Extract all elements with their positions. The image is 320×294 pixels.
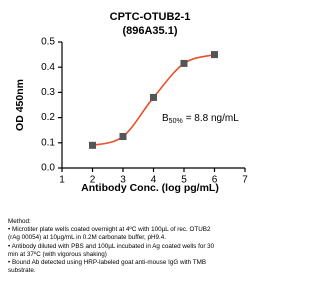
page: CPTC-OTUB2-1 (896A35.1) Antibody Conc. (… [8, 10, 249, 275]
x-axis-label: Antibody Conc. (log pg/mL) [81, 182, 219, 194]
y-tick-label: 0.5 [41, 37, 55, 48]
data-point [89, 141, 96, 149]
annotation-text: = 8.8 ng/mL [186, 113, 240, 124]
x-tick-label: 7 [242, 175, 248, 186]
data-point [211, 51, 218, 59]
data-point [150, 93, 157, 101]
method-line: • Bound Ab detected using HRP-labeled go… [8, 259, 207, 267]
method-line: • Microtiter plate wells coated overnigh… [8, 226, 211, 234]
chart: CPTC-OTUB2-1 (896A35.1) Antibody Conc. (… [14, 11, 248, 194]
method-line: (rAg 00054) at 10µg/mL in 0.2M carbonate… [8, 234, 166, 242]
x-tick-label: 2 [90, 175, 96, 186]
y-tick-label: 0.0 [41, 163, 55, 174]
y-tick-label: 0.1 [41, 137, 55, 148]
annotation: B50% = 8.8 ng/mL [162, 113, 239, 125]
y-tick-label: 0.4 [41, 62, 55, 73]
x-tick-label: 6 [212, 175, 218, 186]
y-axis-label: OD 450nm [14, 79, 26, 131]
y-tick-label: 0.3 [41, 87, 55, 98]
x-tick-label: 3 [120, 175, 126, 186]
method-line: • Antibody diluted with PBS and 100µL in… [8, 242, 215, 250]
annotation-subscript: 50% [169, 118, 183, 125]
method-heading: Method: [8, 218, 31, 225]
x-tick-label: 5 [181, 175, 187, 186]
chart-subtitle: (896A35.1) [122, 25, 177, 37]
y-tick-label: 0.2 [41, 112, 55, 123]
annotation-base: B [162, 113, 169, 124]
method: Method: • Microtiter plate wells coated … [8, 218, 214, 275]
x-tick-label: 1 [59, 175, 65, 186]
method-line: substrate. [8, 267, 36, 275]
data-point [119, 133, 127, 140]
data-point [180, 59, 188, 67]
method-line: min at 37ºC (with vigorous shaking) [8, 250, 107, 258]
chart-title: CPTC-OTUB2-1 [110, 11, 191, 23]
x-tick-label: 4 [151, 175, 157, 186]
